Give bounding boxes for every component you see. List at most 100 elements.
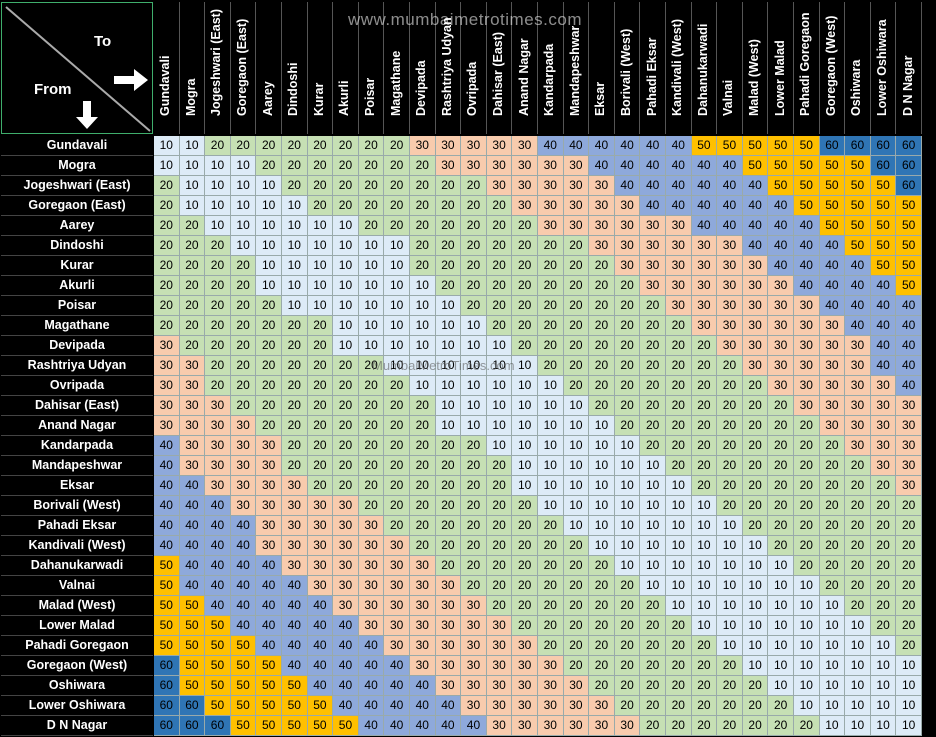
column-header-label: Pahadi Eksar bbox=[644, 37, 659, 116]
fare-cell: 20 bbox=[819, 516, 846, 536]
fare-cell: 10 bbox=[461, 336, 487, 356]
fare-cell: 20 bbox=[333, 416, 359, 436]
fare-cell: 30 bbox=[870, 416, 897, 436]
fare-cell: 20 bbox=[154, 236, 180, 256]
fare-cell: 20 bbox=[742, 376, 769, 396]
fare-cell: 30 bbox=[896, 416, 922, 436]
fare-cell: 30 bbox=[717, 296, 743, 316]
fare-cell: 30 bbox=[205, 416, 231, 436]
fare-cell: 30 bbox=[589, 716, 615, 736]
fare-cell: 10 bbox=[589, 536, 615, 556]
fare-cell: 10 bbox=[845, 696, 871, 716]
fare-cell: 20 bbox=[717, 356, 743, 376]
fare-cell: 20 bbox=[154, 296, 180, 316]
fare-cell: 30 bbox=[794, 376, 820, 396]
fare-cell: 20 bbox=[307, 196, 334, 216]
fare-cell: 30 bbox=[256, 456, 282, 476]
fare-cell: 20 bbox=[666, 416, 692, 436]
fare-cell: 10 bbox=[717, 576, 743, 596]
fare-cell: 30 bbox=[538, 216, 564, 236]
fare-cell: 50 bbox=[768, 176, 794, 196]
fare-cell: 10 bbox=[794, 656, 820, 676]
fare-cell: 10 bbox=[410, 376, 436, 396]
fare-cell: 20 bbox=[640, 596, 666, 616]
fare-cell: 10 bbox=[691, 576, 718, 596]
fare-cell: 30 bbox=[768, 376, 794, 396]
fare-cell: 20 bbox=[691, 676, 718, 696]
fare-cell: 60 bbox=[870, 156, 897, 176]
fare-cell: 40 bbox=[179, 556, 206, 576]
fare-cell: 20 bbox=[691, 456, 718, 476]
fare-cell: 40 bbox=[205, 596, 231, 616]
column-header-label: Ovripada bbox=[465, 61, 480, 116]
fare-cell: 40 bbox=[384, 656, 410, 676]
fare-cell: 10 bbox=[742, 616, 769, 636]
fare-cell: 40 bbox=[742, 176, 769, 196]
fare-cell: 30 bbox=[614, 236, 641, 256]
column-header-label: Poisar bbox=[363, 77, 378, 116]
fare-cell: 50 bbox=[845, 196, 871, 216]
row-header: Kandarpada bbox=[1, 436, 153, 456]
fare-cell: 10 bbox=[870, 656, 897, 676]
column-header-label: Dahanukarwadi bbox=[695, 23, 710, 116]
fare-cell: 30 bbox=[512, 196, 538, 216]
column-header-label: Gundavali bbox=[158, 55, 173, 116]
fare-cell: 30 bbox=[819, 376, 846, 396]
fare-cell: 20 bbox=[870, 496, 897, 516]
fare-cell: 30 bbox=[230, 456, 257, 476]
fare-cell: 20 bbox=[282, 376, 308, 396]
fare-cell: 20 bbox=[614, 316, 641, 336]
fare-cell: 20 bbox=[333, 156, 359, 176]
column-header-label: Goregaon (West) bbox=[823, 15, 838, 116]
fare-cell: 20 bbox=[358, 196, 385, 216]
fare-cell: 10 bbox=[179, 136, 206, 156]
fare-cell: 20 bbox=[486, 216, 513, 236]
fare-cell: 20 bbox=[717, 656, 743, 676]
fare-cell: 30 bbox=[794, 316, 820, 336]
fare-cell: 20 bbox=[538, 576, 564, 596]
fare-cell: 10 bbox=[461, 416, 487, 436]
fare-cell: 20 bbox=[410, 196, 436, 216]
fare-cell: 20 bbox=[205, 136, 231, 156]
fare-cell: 10 bbox=[819, 656, 846, 676]
fare-cell: 50 bbox=[333, 716, 359, 736]
fare-cell: 10 bbox=[717, 516, 743, 536]
fare-cell: 40 bbox=[896, 356, 922, 376]
fare-cell: 20 bbox=[614, 636, 641, 656]
fare-cell: 20 bbox=[589, 356, 615, 376]
fare-cell: 10 bbox=[282, 296, 308, 316]
fare-cell: 20 bbox=[845, 536, 871, 556]
fare-cell: 30 bbox=[845, 356, 871, 376]
fare-cell: 20 bbox=[589, 656, 615, 676]
fare-cell: 10 bbox=[819, 696, 846, 716]
fare-cell: 20 bbox=[742, 716, 769, 736]
fare-cell: 40 bbox=[256, 636, 282, 656]
fare-cell: 20 bbox=[384, 516, 410, 536]
fare-cell: 40 bbox=[154, 436, 180, 456]
fare-cell: 10 bbox=[870, 696, 897, 716]
fare-cell: 10 bbox=[205, 196, 231, 216]
fare-cell: 30 bbox=[461, 156, 487, 176]
fare-cell: 10 bbox=[640, 536, 666, 556]
fare-cell: 20 bbox=[333, 136, 359, 156]
fare-cell: 50 bbox=[282, 696, 308, 716]
fare-cell: 30 bbox=[410, 136, 436, 156]
fare-cell: 10 bbox=[154, 156, 180, 176]
fare-cell: 20 bbox=[819, 436, 846, 456]
fare-cell: 20 bbox=[589, 296, 615, 316]
fare-cell: 10 bbox=[486, 416, 513, 436]
fare-cell: 20 bbox=[512, 276, 538, 296]
fare-cell: 30 bbox=[461, 696, 487, 716]
fare-cell: 40 bbox=[870, 356, 897, 376]
fare-cell: 20 bbox=[256, 396, 282, 416]
row-header: Mogra bbox=[1, 156, 153, 176]
fare-cell: 20 bbox=[384, 476, 410, 496]
column-header: Anand Nagar bbox=[512, 2, 538, 134]
fare-cell: 20 bbox=[154, 196, 180, 216]
fare-cell: 30 bbox=[819, 396, 846, 416]
fare-cell: 30 bbox=[307, 556, 334, 576]
fare-cell: 30 bbox=[794, 356, 820, 376]
column-header-label: D N Nagar bbox=[900, 55, 915, 116]
fare-cell: 30 bbox=[742, 336, 769, 356]
fare-cell: 20 bbox=[563, 536, 590, 556]
